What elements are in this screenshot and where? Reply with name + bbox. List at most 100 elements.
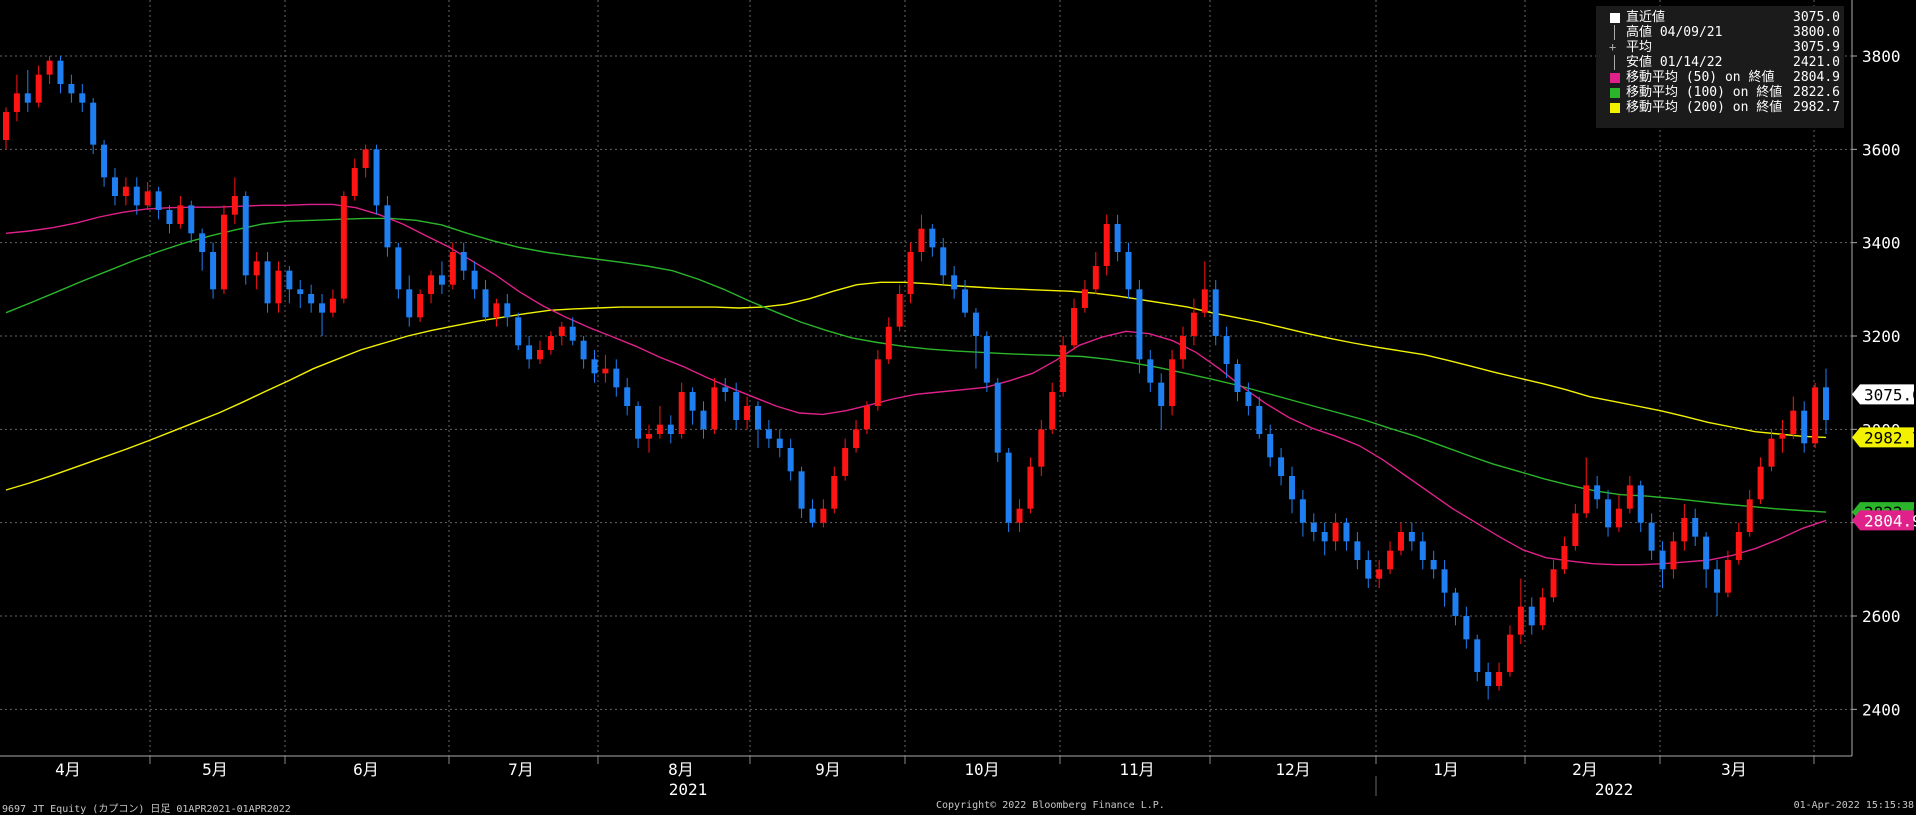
candle-body <box>1387 550 1394 570</box>
legend-value: 2822.6 <box>1793 85 1840 100</box>
candle <box>1278 448 1285 486</box>
candle-body <box>155 191 162 210</box>
candle-body <box>929 228 936 248</box>
candle <box>329 289 336 318</box>
candle-body <box>1354 541 1361 560</box>
candle <box>1147 350 1154 392</box>
candle <box>580 336 587 369</box>
candle <box>1779 420 1786 453</box>
candle-body <box>1561 546 1568 570</box>
candle-body <box>1746 499 1753 532</box>
candle <box>831 466 838 514</box>
candle <box>133 177 140 215</box>
candle-body <box>787 448 794 472</box>
candle <box>962 280 969 318</box>
candle-body <box>188 205 195 234</box>
candle <box>1517 578 1524 644</box>
x-tick-label: 6月 <box>353 760 379 779</box>
plus-icon: + <box>1609 40 1617 54</box>
candle <box>351 158 358 201</box>
candle-body <box>68 84 75 94</box>
x-tick-label: 2月 <box>1572 760 1598 779</box>
candle-body <box>1343 522 1350 542</box>
candle <box>362 144 369 178</box>
candle-body <box>1125 252 1132 290</box>
candle <box>569 317 576 346</box>
price-tag-label: 2804.9 <box>1864 511 1916 530</box>
candle-body <box>951 275 958 290</box>
candle-body <box>874 359 881 406</box>
candle <box>1245 382 1252 416</box>
candle <box>689 387 696 425</box>
candle <box>940 238 947 285</box>
candle-body <box>1703 536 1710 570</box>
candle-body <box>57 60 64 84</box>
price-tag-bg <box>1852 384 1914 405</box>
candle-body <box>885 326 892 360</box>
candle-body <box>1288 476 1295 500</box>
price-tag: 3075.0 <box>1852 384 1916 405</box>
candle <box>1430 550 1437 579</box>
legend-label: 移動平均 (50) on 終値 <box>1626 70 1775 85</box>
candle-body <box>362 149 369 168</box>
candle-body <box>744 406 751 420</box>
candle-body <box>591 359 598 374</box>
candle <box>101 140 108 187</box>
candle <box>90 98 97 154</box>
candle <box>1485 662 1492 700</box>
legend-value: 2982.7 <box>1793 100 1840 115</box>
candle <box>1212 280 1219 346</box>
candle <box>624 378 631 416</box>
candle <box>275 261 282 313</box>
candle-body <box>35 74 42 103</box>
candle-body <box>547 336 554 350</box>
candle-body <box>406 289 413 318</box>
candle-body <box>907 252 914 294</box>
candle <box>319 294 326 336</box>
candle <box>1615 494 1622 532</box>
x-tick-label: 4月 <box>55 760 81 779</box>
candle <box>1746 490 1753 537</box>
candle <box>1408 522 1415 551</box>
candle <box>1681 504 1688 551</box>
candle <box>428 270 435 304</box>
candle-body <box>1038 429 1045 467</box>
candle-body <box>373 149 380 206</box>
candle <box>199 228 206 271</box>
candle <box>1550 560 1557 602</box>
candle <box>1539 588 1546 630</box>
candle-body <box>90 102 97 145</box>
candle <box>449 242 456 290</box>
candle-body <box>242 196 249 276</box>
candle <box>1724 550 1731 598</box>
line-ma100 <box>5 217 1827 513</box>
candle-body <box>308 294 315 304</box>
candle <box>122 177 129 206</box>
candle-body <box>199 233 206 252</box>
candle-body <box>1397 532 1404 551</box>
candle-body <box>972 312 979 336</box>
candle <box>308 284 315 313</box>
y-tick-label: 3800 <box>1862 47 1901 66</box>
candle-body <box>842 448 849 476</box>
candle <box>46 56 53 84</box>
candle <box>1419 532 1426 570</box>
candle <box>656 406 663 439</box>
candle <box>406 275 413 327</box>
candle-body <box>1626 485 1633 509</box>
candle-body <box>493 303 500 318</box>
candle <box>471 261 478 299</box>
candle-body <box>79 93 86 103</box>
candle <box>1299 490 1306 537</box>
candle <box>1801 401 1808 453</box>
candle <box>504 294 511 327</box>
candle-body <box>1670 541 1677 570</box>
candle <box>1310 513 1317 542</box>
candle-body <box>1757 466 1764 500</box>
candle <box>537 340 544 364</box>
candle-body <box>863 406 870 430</box>
candle <box>1496 662 1503 691</box>
candle-body <box>1190 312 1197 336</box>
candle-body <box>1201 289 1208 313</box>
